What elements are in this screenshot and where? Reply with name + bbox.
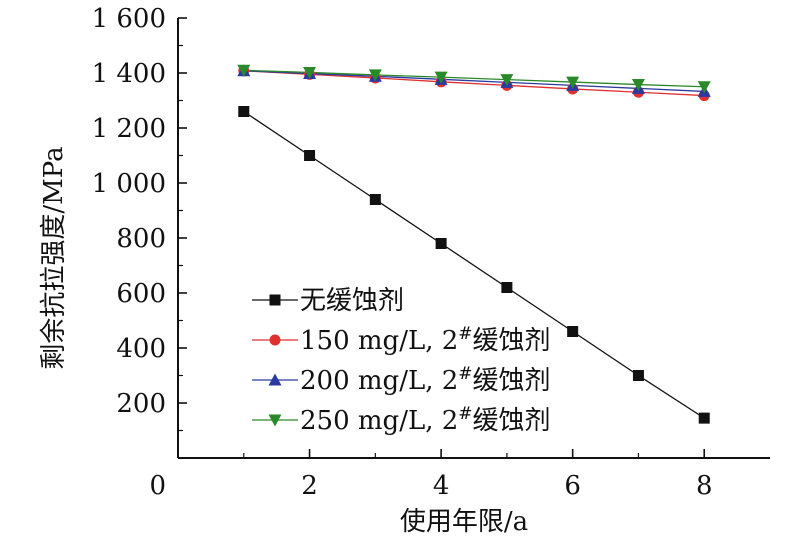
- legend-marker: [268, 373, 282, 386]
- data-point: [566, 76, 580, 89]
- x-tick-label: 8: [696, 471, 713, 501]
- y-axis-title: 剩余抗拉强度/MPa: [39, 146, 69, 369]
- y-tick-label: 1 200: [92, 114, 166, 144]
- data-point: [501, 282, 513, 293]
- legend-marker: [268, 414, 282, 427]
- y-tick-label: 1 000: [92, 169, 166, 199]
- legend-label: 200 mg/L, 2#缓蚀剂: [300, 364, 551, 396]
- data-point: [304, 150, 316, 161]
- y-tick-label: 1 400: [92, 59, 166, 89]
- series-markers: [237, 64, 711, 424]
- data-point: [368, 69, 382, 82]
- x-axis-title: 使用年限/a: [400, 507, 528, 537]
- data-point: [434, 71, 448, 84]
- data-point: [238, 106, 250, 117]
- x-tick-label: 6: [564, 471, 581, 501]
- x-tick-label: 2: [301, 471, 318, 501]
- series-line-2: [243, 70, 705, 93]
- legend-label: 150 mg/L, 2#缓蚀剂: [300, 324, 551, 356]
- legend: 无缓蚀剂 150 mg/L, 2#缓蚀剂 200 mg/L, 2#缓蚀剂 250 mg…: [252, 286, 551, 436]
- legend-label: 250 mg/L, 2#缓蚀剂: [300, 404, 551, 436]
- series-line-3: [243, 69, 705, 88]
- y-tick-label: 200: [116, 389, 166, 419]
- y-tick-label: 400: [116, 334, 166, 364]
- y-tick-label: 800: [116, 224, 166, 254]
- data-point: [567, 326, 579, 337]
- series-line-1: [243, 70, 705, 97]
- y-tick-label: 600: [116, 279, 166, 309]
- data-point: [303, 66, 317, 79]
- legend-label: 无缓蚀剂: [300, 286, 404, 316]
- legend-marker: [269, 294, 281, 306]
- series-line-0: [243, 110, 705, 419]
- data-point: [631, 79, 645, 92]
- data-point: [435, 238, 447, 249]
- x-tick-label: 4: [433, 471, 450, 501]
- y-tick-label: 1 600: [92, 4, 166, 34]
- origin-label: 0: [149, 471, 166, 501]
- legend-marker: [269, 334, 281, 346]
- axes: 200 400 600 800 1 000 1 200 1 400 1 600 0 2 4 6 8: [92, 4, 770, 501]
- data-point: [698, 412, 710, 424]
- data-point: [369, 194, 381, 205]
- data-point: [697, 81, 711, 94]
- data-point: [500, 74, 514, 87]
- series-lines: [243, 69, 705, 419]
- data-point: [632, 370, 644, 381]
- data-point: [237, 64, 251, 77]
